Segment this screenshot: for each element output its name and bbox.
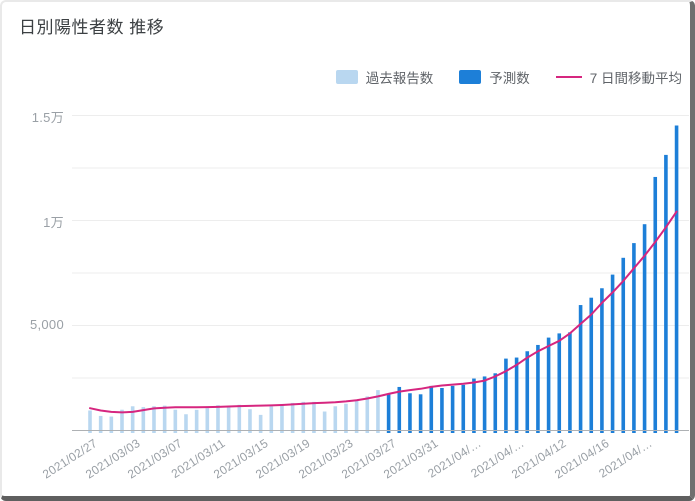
bar-forecast: [589, 297, 594, 433]
bar-forecast: [493, 373, 498, 433]
bar-forecast: [664, 154, 668, 433]
legend-item-moving-average[interactable]: 7 日間移動平均: [555, 67, 682, 87]
moving-average-line: [89, 210, 678, 414]
legend-label-moving-average: 7 日間移動平均: [589, 71, 682, 86]
bar-past: [301, 401, 306, 433]
past-series-swatch-icon: [335, 70, 358, 84]
bar-forecast: [557, 333, 562, 433]
bar-past: [226, 405, 231, 433]
bar-past: [365, 396, 370, 433]
chart-legend: 過去報告数 予測数 7 日間移動平均: [335, 67, 682, 87]
bar-past: [322, 411, 327, 433]
bar-forecast: [525, 351, 530, 433]
bar-forecast: [482, 376, 487, 433]
y-tick-label: 5,000: [29, 317, 64, 332]
legend-label-past: 過去報告数: [365, 71, 434, 86]
bar-past: [152, 406, 156, 433]
bar-past: [376, 390, 380, 433]
bar-forecast: [621, 257, 626, 433]
bar-forecast: [397, 386, 402, 433]
legend-item-past[interactable]: 過去報告数: [335, 67, 434, 87]
bar-forecast: [461, 384, 466, 433]
legend-item-forecast[interactable]: 予測数: [459, 67, 530, 87]
bar-forecast: [536, 344, 540, 433]
bar-forecast: [674, 125, 679, 433]
bar-past: [205, 408, 210, 433]
bar-past: [88, 410, 92, 433]
bar-forecast: [642, 224, 647, 433]
bar-forecast: [653, 176, 658, 433]
bar-forecast: [600, 288, 604, 433]
chart-plot-area: [72, 115, 689, 433]
bar-forecast: [418, 394, 423, 433]
bar-past: [216, 405, 220, 433]
bar-past: [344, 403, 348, 433]
bar-forecast: [440, 388, 444, 433]
bar-forecast: [632, 243, 636, 433]
bar-forecast: [450, 385, 455, 433]
bar-past: [354, 400, 359, 433]
bar-past: [258, 414, 263, 433]
bar-past: [184, 414, 188, 433]
bar-past: [269, 406, 274, 433]
bar-forecast: [578, 305, 583, 433]
legend-label-forecast: 予測数: [489, 71, 530, 86]
bar-forecast: [514, 357, 519, 433]
page-title: 日別陽性者数 推移: [19, 18, 165, 37]
bar-forecast: [386, 394, 391, 433]
bar-forecast: [610, 274, 615, 433]
bar-forecast: [472, 378, 476, 433]
bar-past: [237, 404, 242, 433]
bar-past: [173, 409, 178, 433]
bar-forecast: [546, 337, 551, 433]
bar-past: [290, 402, 295, 433]
bar-past: [194, 409, 199, 433]
bar-past: [120, 409, 124, 433]
bar-forecast: [429, 385, 434, 433]
bar-past: [248, 409, 252, 433]
bar-forecast: [568, 332, 572, 433]
bar-past: [333, 406, 338, 433]
bar-past: [312, 401, 316, 433]
bar-forecast: [408, 393, 412, 433]
bar-forecast: [504, 358, 508, 433]
y-tick-label: 1.5万: [31, 110, 64, 125]
moving-average-line-icon: [555, 76, 582, 78]
bar-past: [98, 415, 103, 433]
y-tick-label: 1万: [43, 215, 64, 230]
bar-past: [141, 407, 146, 433]
bar-past: [280, 403, 284, 433]
bar-past: [130, 406, 135, 433]
bar-past: [109, 416, 114, 433]
bar-past: [162, 405, 167, 433]
forecast-series-swatch-icon: [459, 70, 482, 84]
